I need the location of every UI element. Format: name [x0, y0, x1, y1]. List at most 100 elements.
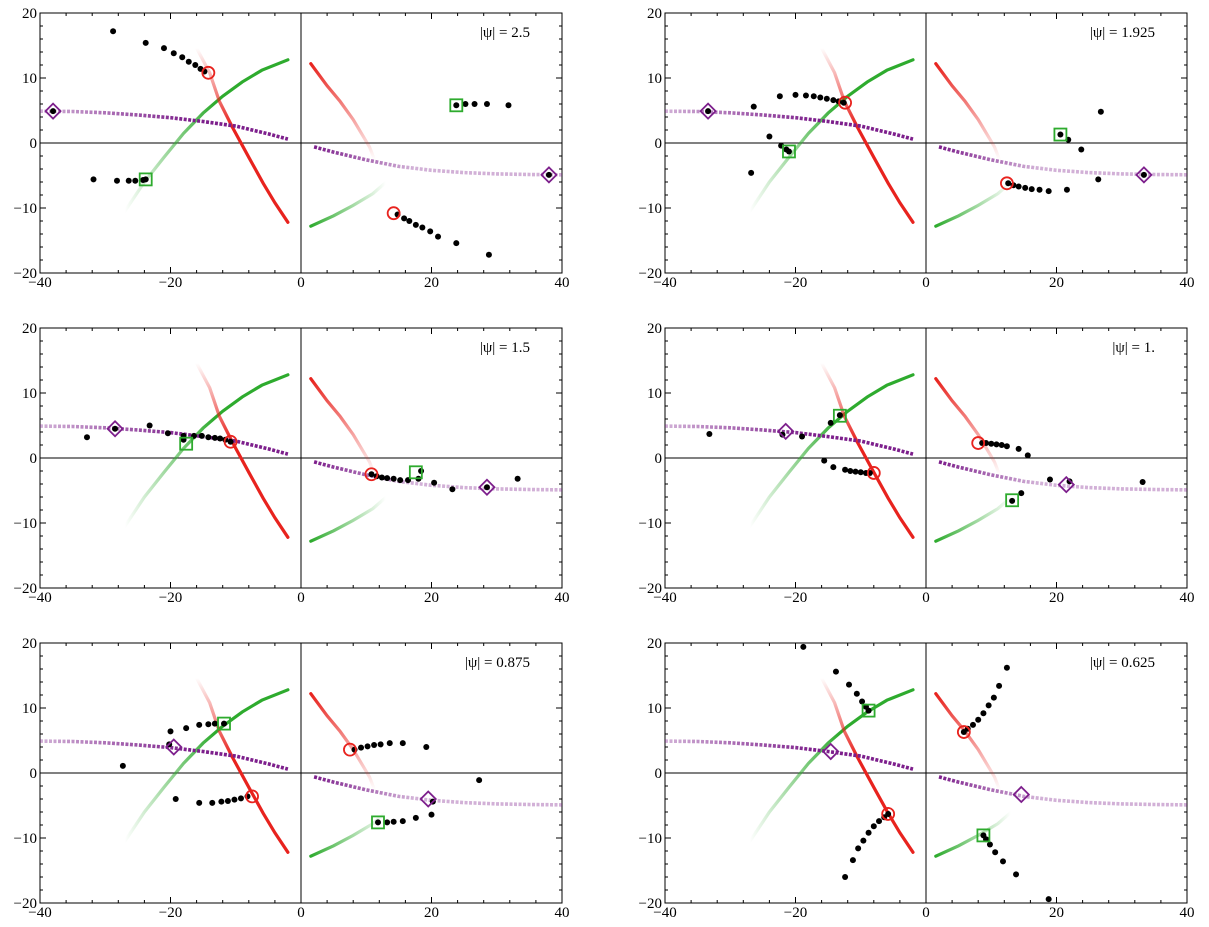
data-point	[412, 221, 419, 228]
data-points	[800, 643, 1052, 903]
purple-curve-left	[665, 109, 914, 141]
y-tick-label: 10	[22, 701, 37, 717]
data-point	[975, 716, 982, 723]
red-circle-marker	[364, 467, 379, 482]
green-square-marker	[138, 172, 153, 187]
data-point	[386, 740, 393, 747]
data-point	[1009, 497, 1016, 504]
y-tick-label: 20	[647, 321, 662, 337]
purple-curve-right	[313, 460, 562, 492]
data-point	[1015, 183, 1022, 190]
data-points	[83, 422, 521, 493]
y-tick-label: 0	[655, 766, 663, 782]
data-point	[483, 101, 490, 107]
green-square-marker	[179, 436, 194, 451]
x-tick-label: 0	[922, 905, 930, 921]
data-point	[435, 233, 442, 240]
data-point	[1057, 131, 1064, 138]
data-point	[1140, 171, 1147, 178]
red-circle-marker	[223, 434, 238, 449]
red-curve-right	[934, 62, 1032, 240]
data-point	[142, 39, 149, 46]
data-point	[859, 698, 866, 705]
data-point	[842, 466, 849, 473]
red-curve-right	[309, 692, 407, 870]
data-point	[390, 818, 397, 825]
data-point	[846, 681, 853, 688]
data-point	[1003, 664, 1010, 671]
ticks	[664, 642, 1188, 904]
purple-diamond-marker	[106, 419, 124, 438]
purple-diamond-marker	[1057, 475, 1076, 494]
y-tick-label: 20	[647, 636, 662, 652]
y-tick-label: −20	[639, 896, 662, 912]
x-tick-label: 20	[424, 905, 439, 921]
x-tick-label: 0	[922, 590, 930, 606]
data-point	[1095, 176, 1102, 183]
data-point	[485, 251, 492, 258]
data-point	[146, 422, 153, 429]
data-point	[1045, 896, 1052, 903]
data-point	[227, 438, 234, 445]
y-tick-label: 10	[647, 386, 662, 402]
ticks	[664, 12, 1188, 274]
data-point	[364, 743, 371, 750]
data-point	[985, 702, 992, 709]
purple-diamond-marker	[699, 102, 717, 120]
data-point	[90, 176, 97, 183]
data-point	[980, 710, 987, 717]
green-square-marker	[371, 815, 385, 830]
data-point	[990, 694, 997, 701]
data-point	[132, 177, 139, 184]
x-tick-label: 20	[1049, 590, 1064, 606]
data-point	[164, 430, 171, 437]
data-point	[358, 744, 365, 751]
data-point	[172, 796, 179, 802]
data-point	[865, 829, 872, 836]
red-circle-marker	[881, 807, 896, 821]
data-point	[810, 93, 817, 100]
data-point	[125, 177, 132, 184]
data-point	[217, 435, 224, 442]
data-point	[998, 442, 1005, 448]
green-square-marker	[1005, 493, 1020, 508]
data-point	[1139, 479, 1146, 486]
red-circle-marker	[201, 65, 216, 80]
green-square-marker	[408, 465, 423, 480]
green-curve-left	[748, 373, 915, 528]
data-point	[399, 818, 406, 825]
data-point	[419, 224, 426, 231]
green-square-marker	[832, 408, 847, 423]
data-point	[198, 432, 205, 439]
y-tick-label: 10	[647, 701, 662, 717]
x-tick-label: −20	[159, 590, 182, 606]
data-point	[83, 434, 90, 441]
x-tick-label: −20	[159, 275, 182, 291]
red-circle-marker	[386, 206, 401, 221]
data-point	[827, 419, 834, 426]
data-point	[857, 469, 864, 476]
y-tick-label: 20	[22, 636, 37, 652]
red-circle-marker	[956, 725, 971, 739]
curves	[665, 46, 1187, 240]
x-tick-label: 20	[424, 275, 439, 291]
data-point	[792, 91, 799, 98]
purple-curve-right	[938, 145, 1187, 177]
panel-label: |ψ| = 1.925	[1090, 25, 1155, 41]
data-point	[830, 97, 837, 104]
data-point	[842, 874, 849, 880]
y-tick-label: −20	[14, 266, 37, 282]
x-tick-label: 0	[297, 905, 305, 921]
data-point	[399, 740, 406, 747]
data-point	[766, 133, 773, 140]
red-circle-marker	[343, 742, 357, 757]
red-curve-left	[195, 361, 290, 539]
data-point	[377, 741, 384, 748]
purple-diamond-marker	[478, 478, 496, 497]
data-point	[999, 858, 1006, 865]
data-point	[412, 814, 419, 821]
purple-curve-left	[40, 109, 289, 141]
data-point	[847, 468, 854, 474]
x-tick-label: 0	[922, 275, 930, 291]
data-point	[112, 425, 119, 432]
